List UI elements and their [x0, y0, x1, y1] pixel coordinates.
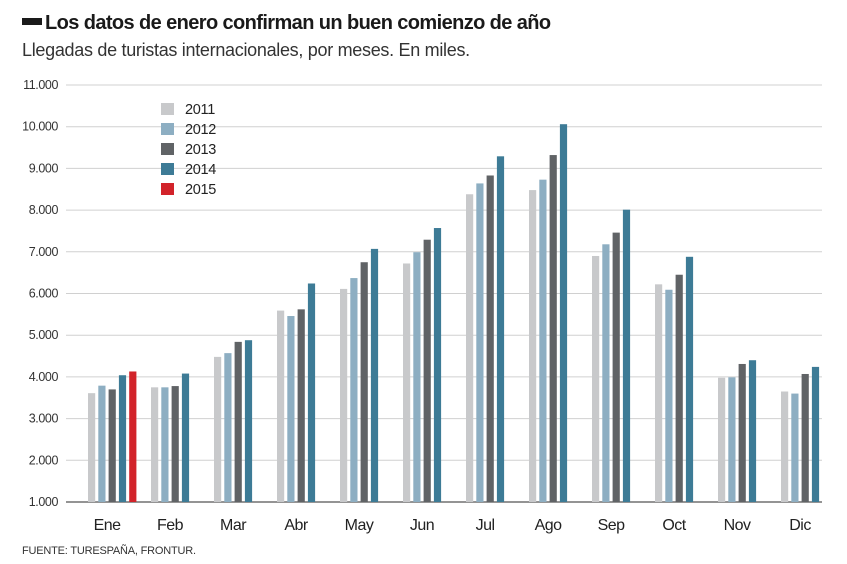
bar-2015-ene [129, 371, 137, 502]
x-tick-label: Sep [598, 517, 626, 534]
x-tick-label: Ago [535, 517, 563, 534]
y-tick-label: 5.000 [29, 328, 59, 342]
x-tick-label: Jun [410, 517, 434, 534]
y-axis-ticks: 1.000 2.000 3.000 4.000 5.000 6.000 7.000 8.000… [22, 78, 59, 509]
bar-2012-oct [665, 289, 673, 502]
y-tick-label: 8.000 [29, 203, 59, 217]
title-bar-icon [22, 18, 42, 26]
bar-2013-ago [549, 155, 557, 502]
bar-2014-sep [622, 209, 631, 503]
x-tick-label: Abr [284, 517, 309, 534]
legend-label-2015: 2015 [185, 182, 216, 198]
bar-2011-jul [466, 194, 474, 502]
legend: 2011 2012 2013 2014 2015 [161, 102, 217, 198]
legend-swatch-2012 [161, 123, 174, 135]
bar-2011-nov [718, 377, 726, 502]
bar-2014-dic [811, 366, 820, 502]
bar-2012-ene [98, 385, 106, 502]
bar-2011-abr [277, 310, 285, 502]
bar-2013-oct [675, 274, 683, 502]
x-tick-label: Mar [220, 517, 247, 534]
bar-2012-jul [476, 183, 484, 503]
legend-swatch-2011 [161, 103, 174, 115]
bar-2012-feb [161, 387, 169, 502]
bar-2014-jun [433, 228, 442, 502]
y-tick-label: 3.000 [29, 412, 59, 426]
bar-2011-ene [88, 393, 96, 502]
bar-2012-may [350, 278, 358, 502]
bar-2013-may [360, 262, 368, 502]
bar-2012-mar [224, 353, 232, 502]
bar-2012-dic [791, 393, 799, 502]
bar-2013-nov [738, 363, 746, 502]
source-note: FUENTE: TURESPAÑA, FRONTUR. [22, 545, 196, 557]
bar-2012-nov [728, 377, 736, 502]
bar-2013-mar [234, 341, 242, 502]
bar-2013-feb [171, 386, 179, 502]
chart-title: Los datos de enero confirman un buen com… [22, 12, 551, 35]
bar-2014-abr [307, 283, 316, 502]
y-tick-label: 9.000 [29, 161, 59, 175]
bar-2013-ene [108, 389, 116, 502]
y-tick-label: 10.000 [22, 120, 58, 134]
legend-swatch-2015 [161, 183, 174, 195]
x-tick-label: Oct [662, 517, 686, 534]
chart-title-text: Los datos de enero confirman un buen com… [45, 12, 551, 34]
bar-2011-jun [403, 263, 411, 502]
x-tick-label: Jul [476, 517, 495, 534]
y-tick-label: 1.000 [29, 495, 59, 509]
bar-2014-ago [559, 124, 568, 502]
bar-2013-jun [423, 239, 431, 502]
bar-2011-oct [655, 284, 663, 502]
bar-2013-jul [486, 175, 494, 502]
bar-2014-nov [748, 360, 757, 502]
y-tick-label: 6.000 [29, 287, 59, 301]
bar-2013-sep [612, 232, 620, 503]
x-tick-label: Feb [157, 517, 184, 534]
legend-swatch-2013 [161, 143, 174, 155]
bar-2013-dic [801, 373, 809, 502]
chart-subtitle: Llegadas de turistas internacionales, po… [22, 40, 470, 60]
bar-2014-ene [118, 375, 127, 502]
y-tick-label: 7.000 [29, 245, 59, 259]
bars [88, 124, 820, 503]
x-tick-label: Dic [789, 517, 811, 534]
x-tick-label: May [345, 517, 374, 534]
y-tick-label: 11.000 [23, 78, 58, 92]
bar-2012-abr [287, 316, 295, 502]
y-tick-label: 4.000 [29, 370, 59, 384]
legend-label-2013: 2013 [185, 142, 216, 158]
legend-label-2011: 2011 [185, 102, 215, 118]
gridlines [66, 84, 822, 503]
bar-2014-jul [496, 156, 505, 502]
bar-2011-ago [529, 190, 537, 503]
bar-2011-feb [151, 387, 159, 502]
legend-label-2012: 2012 [185, 122, 216, 138]
x-axis: Ene Feb Mar Abr May Jun Jul Ago Sep Oct Nov Dic [94, 517, 812, 534]
legend-swatch-2014 [161, 163, 174, 175]
bar-2011-dic [781, 391, 789, 502]
bar-2014-oct [685, 256, 694, 502]
x-tick-label: Ene [94, 517, 122, 534]
x-tick-label: Nov [724, 517, 751, 534]
bar-2012-ago [539, 179, 547, 502]
bar-2012-jun [413, 252, 421, 502]
bar-2014-mar [244, 340, 253, 502]
legend-label-2014: 2014 [185, 162, 216, 178]
bar-2011-sep [592, 255, 600, 502]
bar-2011-mar [214, 356, 222, 502]
bar-2013-abr [297, 309, 305, 502]
bar-2014-feb [181, 373, 190, 502]
bar-2014-may [370, 248, 379, 502]
bar-2012-sep [602, 244, 610, 502]
y-tick-label: 2.000 [29, 453, 59, 467]
bar-2011-may [340, 288, 348, 502]
